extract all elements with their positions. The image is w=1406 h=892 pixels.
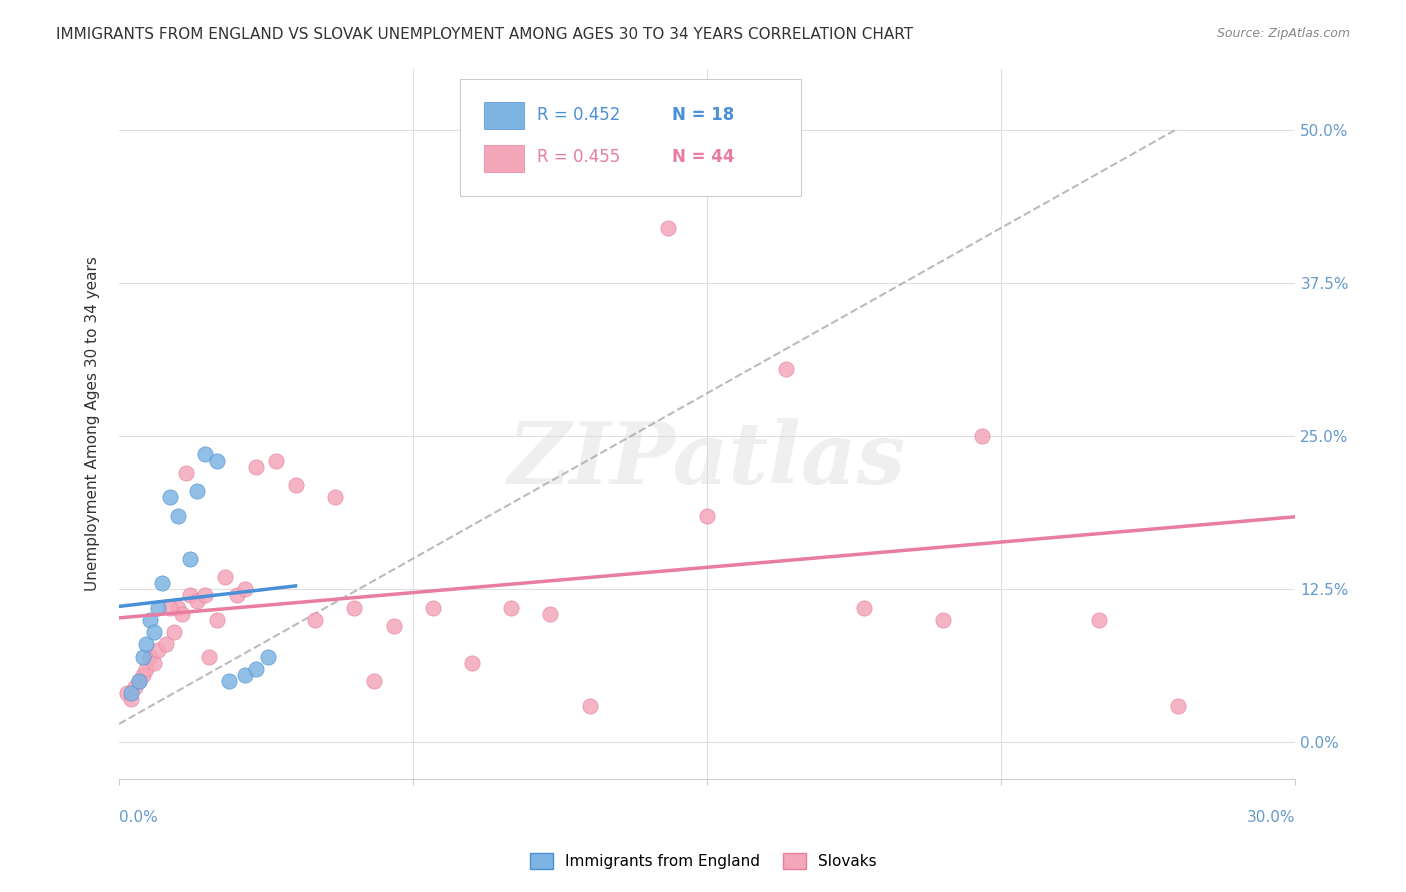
Point [167,600,190,615]
Text: R = 0.452: R = 0.452 [537,106,620,124]
FancyBboxPatch shape [484,102,523,129]
Point [657,220,679,235]
Point [194,447,217,461]
Point [179,588,201,602]
Point [186,484,208,499]
Point [245,662,267,676]
Point [538,607,561,621]
Point [179,551,201,566]
Point [304,613,326,627]
Point [150,576,173,591]
Point [775,361,797,376]
Point [198,649,221,664]
Point [1088,613,1111,627]
Point [120,686,142,700]
Point [124,680,146,694]
Point [174,466,197,480]
Text: 30.0%: 30.0% [1247,810,1295,825]
Point [186,594,208,608]
Point [218,673,240,688]
Point [214,570,236,584]
Point [501,600,523,615]
Text: N = 18: N = 18 [672,106,734,124]
Point [264,453,287,467]
Point [135,662,157,676]
Point [159,600,181,615]
Legend: Immigrants from England, Slovaks: Immigrants from England, Slovaks [523,847,883,875]
Point [853,600,876,615]
Text: ZIPatlas: ZIPatlas [508,417,907,501]
Point [128,673,150,688]
Point [422,600,444,615]
Point [461,656,484,670]
Point [131,649,153,664]
Point [115,686,138,700]
Point [323,490,346,504]
Point [155,637,177,651]
Point [167,508,190,523]
Point [205,453,228,467]
Point [233,668,256,682]
Point [148,643,170,657]
Point [205,613,228,627]
Point [128,673,150,688]
Point [120,692,142,706]
FancyBboxPatch shape [484,145,523,171]
Text: Source: ZipAtlas.com: Source: ZipAtlas.com [1216,27,1350,40]
Point [139,649,162,664]
Point [163,625,186,640]
Point [194,588,217,602]
Point [139,613,162,627]
Point [170,607,193,621]
FancyBboxPatch shape [460,79,801,196]
Text: 0.0%: 0.0% [120,810,157,825]
Point [257,649,280,664]
Point [135,637,157,651]
Point [1167,698,1189,713]
Point [143,625,166,640]
Point [363,673,385,688]
Point [343,600,366,615]
Point [578,698,600,713]
Point [159,490,181,504]
Point [143,656,166,670]
Point [970,429,993,443]
Point [931,613,953,627]
Point [225,588,247,602]
Point [696,508,718,523]
Point [382,619,405,633]
Point [284,478,307,492]
Y-axis label: Unemployment Among Ages 30 to 34 years: Unemployment Among Ages 30 to 34 years [86,256,100,591]
Point [131,668,153,682]
Point [245,459,267,474]
Point [148,600,170,615]
Text: IMMIGRANTS FROM ENGLAND VS SLOVAK UNEMPLOYMENT AMONG AGES 30 TO 34 YEARS CORRELA: IMMIGRANTS FROM ENGLAND VS SLOVAK UNEMPL… [56,27,914,42]
Text: N = 44: N = 44 [672,148,734,166]
Text: R = 0.455: R = 0.455 [537,148,620,166]
Point [233,582,256,596]
